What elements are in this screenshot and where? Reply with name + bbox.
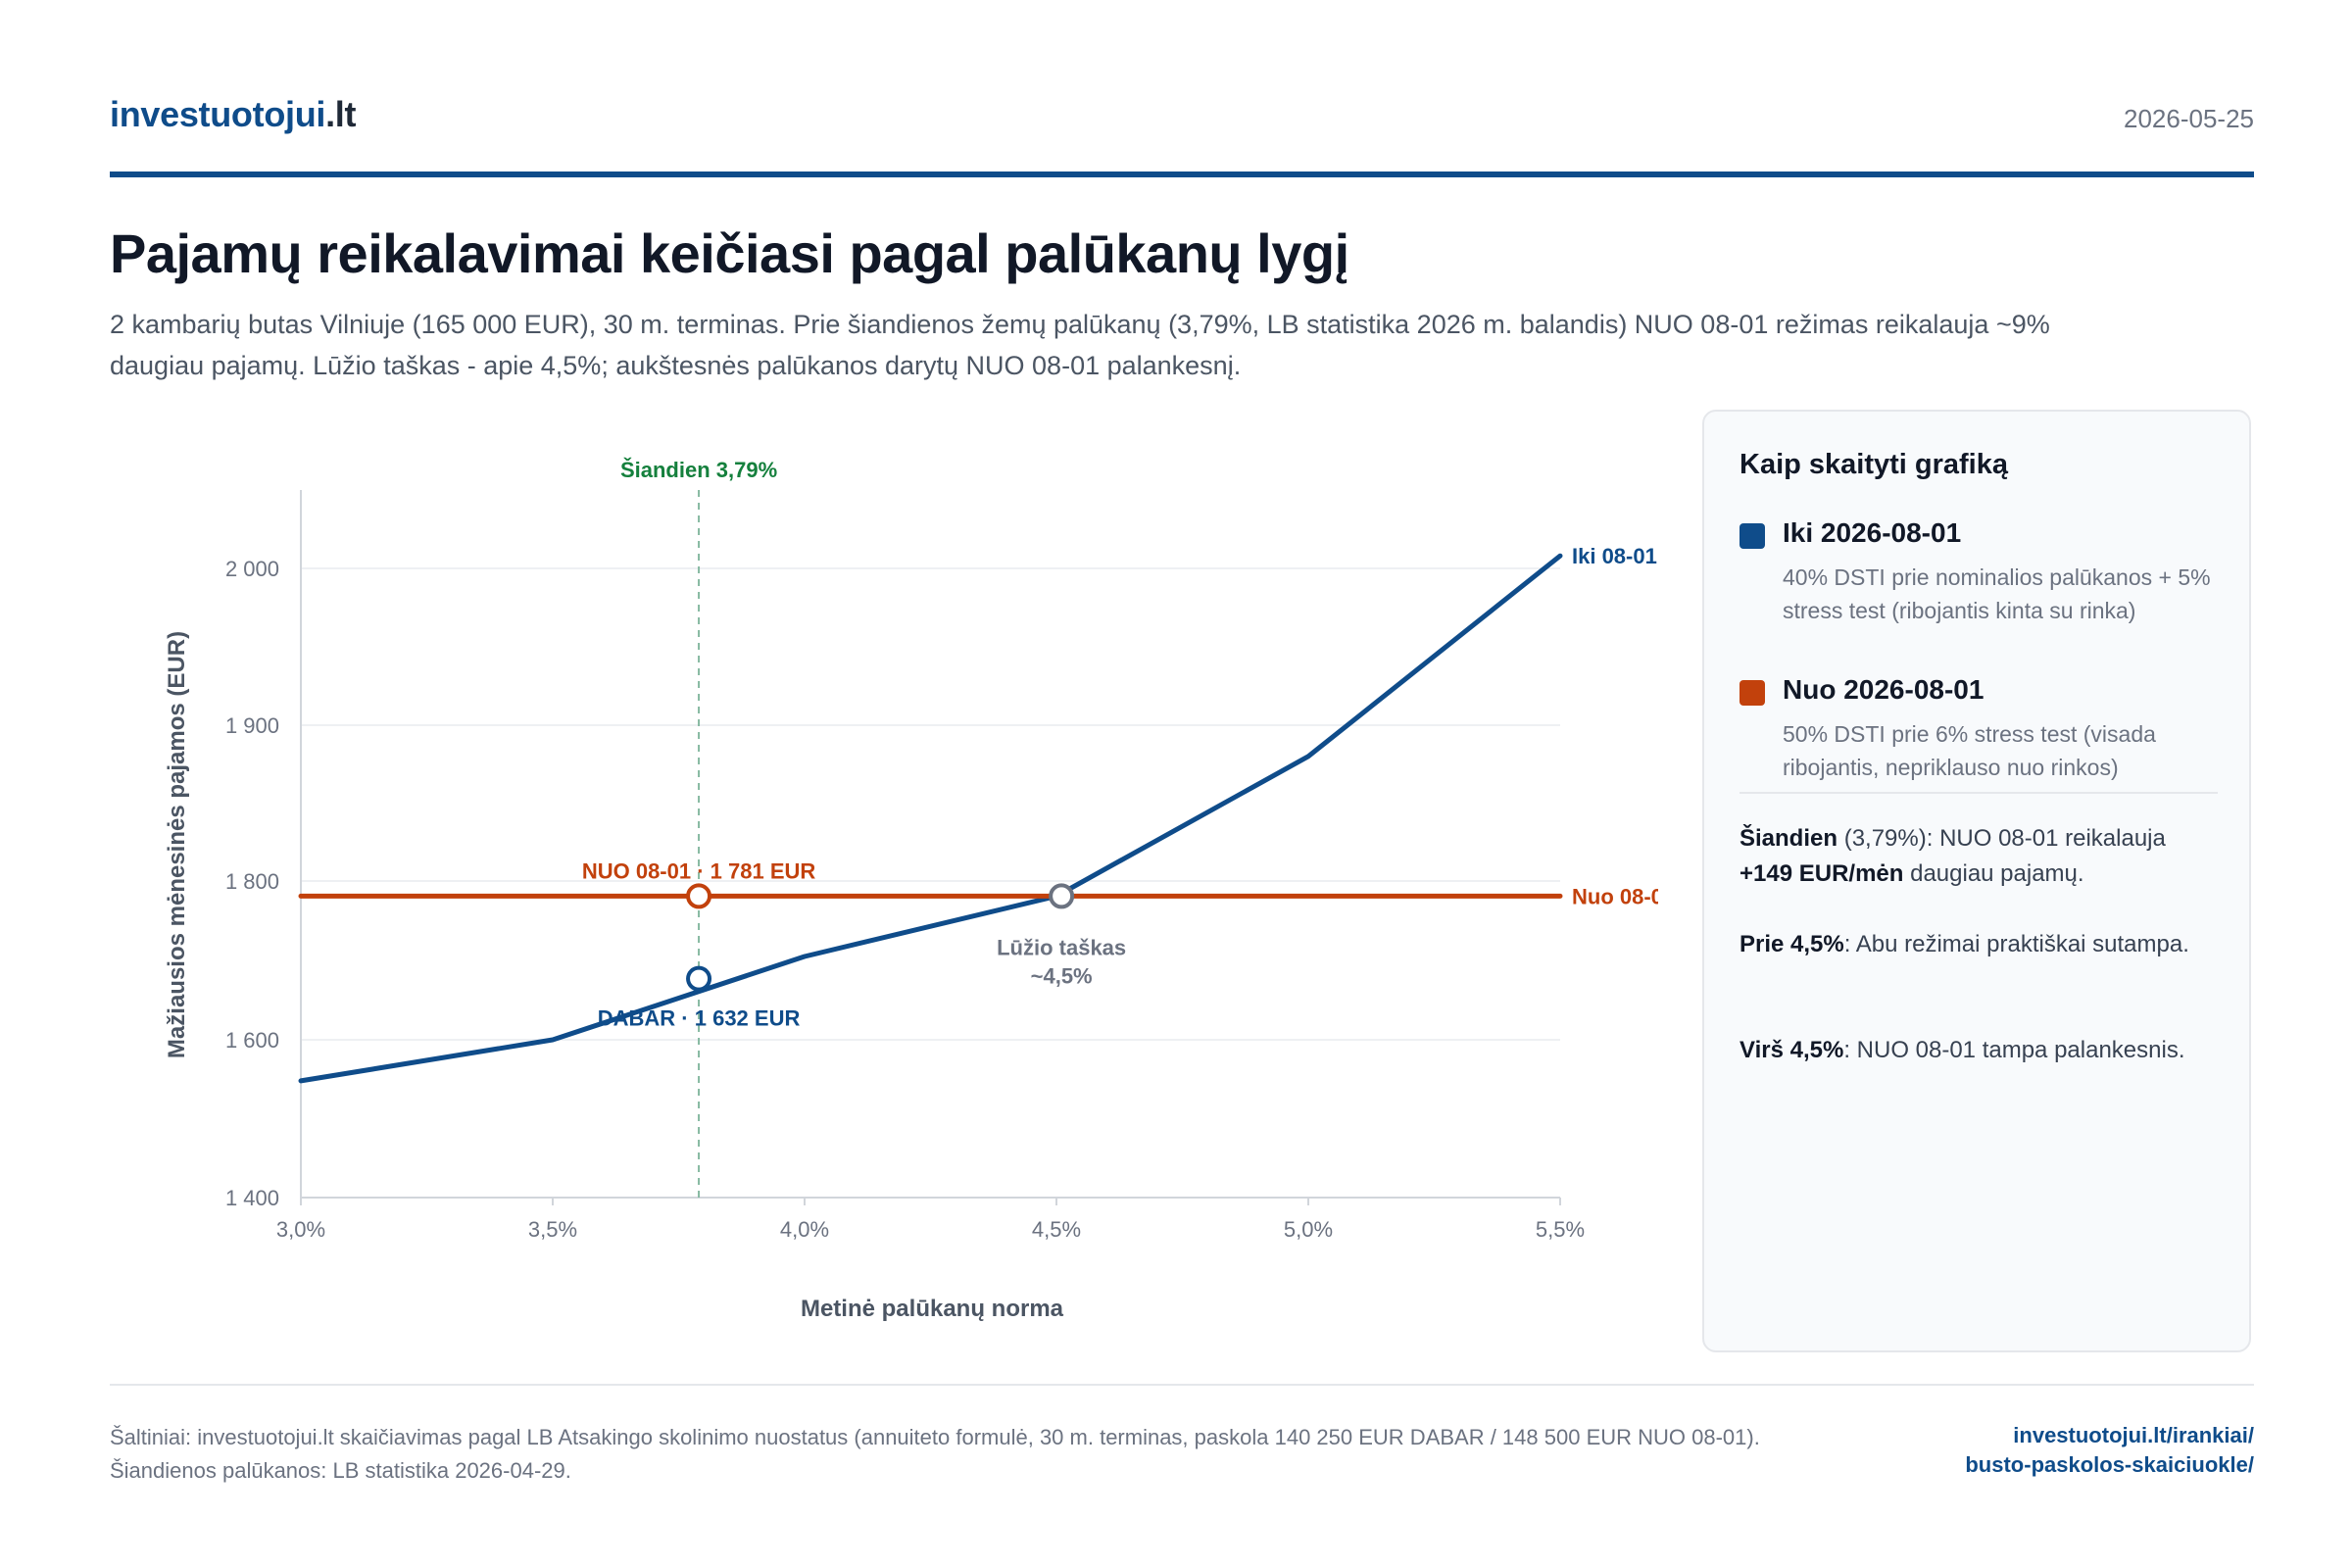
breakeven-label: Lūžio taškas xyxy=(997,935,1126,959)
footer-divider xyxy=(110,1384,2254,1386)
x-tick-label: 5,5% xyxy=(1536,1217,1585,1242)
note-above: Virš 4,5%: NUO 08-01 tampa palankesnis. xyxy=(1740,1037,2185,1063)
chart-grid xyxy=(301,567,1560,1041)
x-tick-label: 5,0% xyxy=(1284,1217,1333,1242)
x-tick-label: 3,0% xyxy=(276,1217,325,1242)
income-chart: 1 400 1 600 1 800 1 900 2 000 3,0% 3,5% 4,0% 4,5… xyxy=(164,458,1675,1322)
legend-label-iki: Iki 2026-08-01 xyxy=(1783,517,1962,548)
y-axis-label: Mažiausios mėnesinės pajamos (EUR) xyxy=(164,631,190,1058)
calculator-link-line1[interactable]: investuotojui.lt/irankiai/ xyxy=(2013,1423,2254,1447)
y-tick-label: 1 800 xyxy=(225,869,279,894)
legend-swatch-nuo xyxy=(1740,680,1765,706)
series-end-label-1: Nuo 08-01 xyxy=(1572,884,1675,908)
brand-tld: .lt xyxy=(325,94,357,134)
brand-logo[interactable]: investuotojui.lt xyxy=(110,94,357,135)
x-tick-label: 4,0% xyxy=(780,1217,829,1242)
today-label: Šiandien 3,79% xyxy=(620,458,777,482)
legend-panel: Kaip skaityti grafiką Iki 2026-08-01 40%… xyxy=(1702,410,2251,1352)
chart-axes: 1 400 1 600 1 800 1 900 2 000 3,0% 3,5% 4,0% 4,5… xyxy=(225,490,1585,1242)
panel-divider xyxy=(1740,792,2218,794)
legend-desc-iki: 40% DSTI prie nominalios palūkanos + 5% … xyxy=(1783,564,2211,623)
legend-swatch-iki xyxy=(1740,523,1765,549)
x-axis-label: Metinė palūkanų norma xyxy=(801,1296,1064,1322)
today-marker: Šiandien 3,79% xyxy=(620,458,777,1198)
series-end-label-0: Iki 08-01 xyxy=(1572,544,1657,568)
page-title: Pajamų reikalavimai keičiasi pagal palūk… xyxy=(110,222,1349,284)
note-breakeven: Prie 4,5%: Abu režimai praktiškai sutamp… xyxy=(1740,931,2189,957)
calculator-link[interactable]: investuotojui.lt/irankiai/ busto-paskolo… xyxy=(1965,1421,2254,1480)
point-marker-2 xyxy=(1049,883,1075,909)
chart-points: NUO 08-01 · 1 781 EUR DABAR · 1 632 EUR Lū… xyxy=(582,858,1126,1030)
y-tick-label: 2 000 xyxy=(225,557,279,581)
breakeven-value: ~4,5% xyxy=(1031,963,1093,988)
header-divider xyxy=(110,172,2254,177)
x-tick-label: 4,5% xyxy=(1032,1217,1081,1242)
source-note: Šaltiniai: investuotojui.lt skaičiavimas… xyxy=(110,1425,1760,1483)
point-label-1: DABAR · 1 632 EUR xyxy=(598,1006,801,1031)
calculator-link-line2[interactable]: busto-paskolos-skaiciuokle/ xyxy=(1965,1452,2254,1477)
series-line-0 xyxy=(298,553,1563,1084)
y-tick-label: 1 400 xyxy=(225,1186,279,1210)
point-marker-1 xyxy=(686,965,712,992)
y-tick-label: 1 900 xyxy=(225,713,279,738)
panel-title: Kaip skaityti grafiką xyxy=(1740,449,2008,480)
chart-series: Iki 08-01 Nuo 08-01 xyxy=(298,544,1675,1084)
legend-desc-nuo: 50% DSTI prie 6% stress test (visada rib… xyxy=(1783,721,2156,780)
x-tick-label: 3,5% xyxy=(528,1217,577,1242)
legend-label-nuo: Nuo 2026-08-01 xyxy=(1783,674,1984,705)
y-tick-label: 1 600 xyxy=(225,1028,279,1053)
publish-date: 2026-05-25 xyxy=(2124,104,2254,133)
point-label-0: NUO 08-01 · 1 781 EUR xyxy=(582,858,816,883)
point-marker-0 xyxy=(686,883,712,909)
page-subtitle: 2 kambarių butas Vilniuje (165 000 EUR),… xyxy=(110,310,2050,380)
brand-name: investuotojui xyxy=(110,94,326,134)
note-today: Šiandien (3,79%): NUO 08-01 reikalauja +… xyxy=(1740,825,2166,887)
